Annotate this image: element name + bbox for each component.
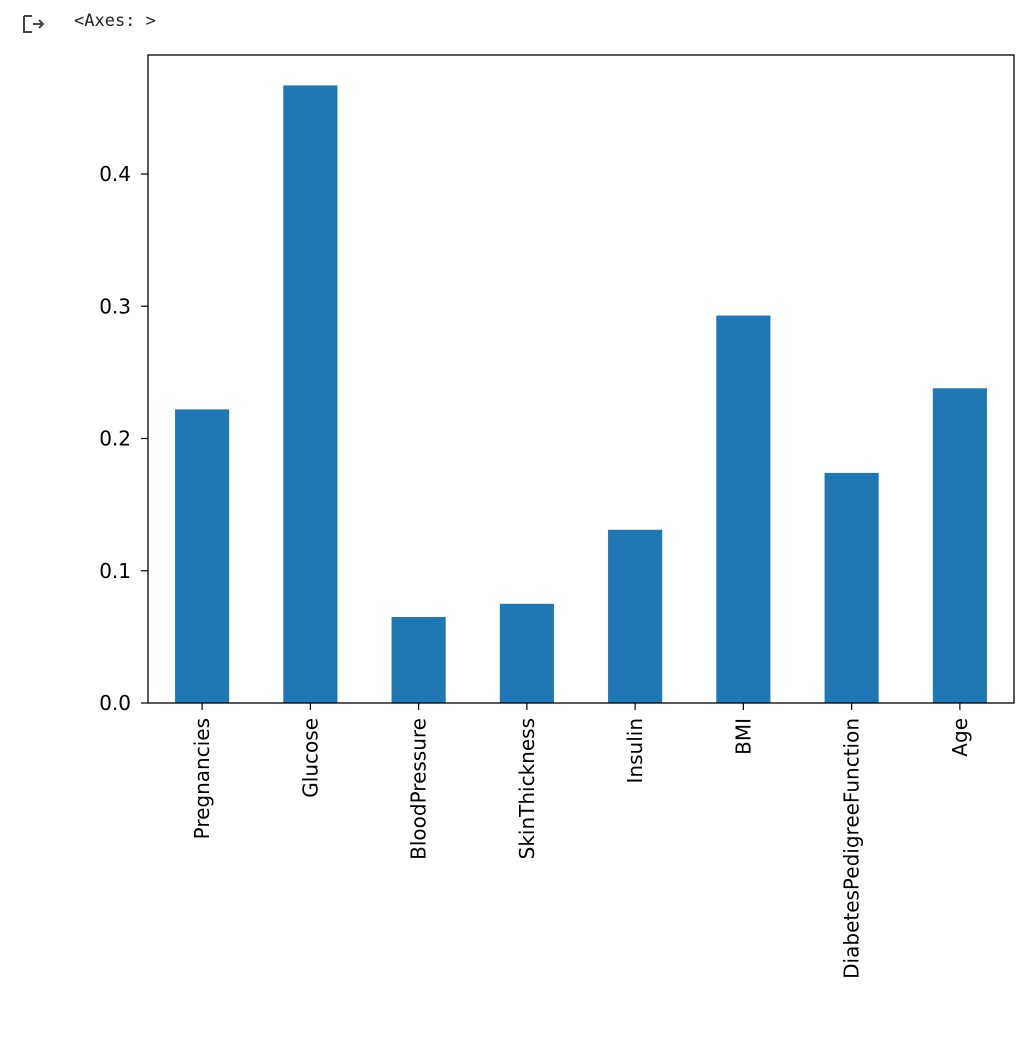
axes-frame <box>147 54 1015 704</box>
y-tick-label: 0.1 <box>99 559 131 583</box>
bar-diabetespedigreefunction <box>824 472 879 703</box>
y-axis: 0.0 0.1 0.2 0.3 0.4 <box>99 162 148 715</box>
y-tick-label: 0.0 <box>99 691 131 715</box>
y-tick-label: 0.4 <box>99 162 131 186</box>
x-tick-label: Glucose <box>298 718 322 798</box>
x-tick-label: BloodPressure <box>407 718 431 860</box>
x-tick-label: Insulin <box>623 718 647 783</box>
output-text: <Axes: > <box>74 11 156 31</box>
x-tick-label: SkinThickness <box>515 718 539 859</box>
x-tick-label: Pregnancies <box>190 718 214 839</box>
x-tick-label: BMI <box>731 718 755 755</box>
plot-area <box>148 55 1014 703</box>
output-arrow-icon[interactable] <box>22 13 48 35</box>
x-tick-label: Age <box>948 718 972 757</box>
bars-group <box>175 85 987 704</box>
bar-insulin <box>608 529 663 703</box>
y-tick-label: 0.3 <box>99 294 131 318</box>
bar-age <box>932 388 987 703</box>
bar-bmi <box>716 315 771 703</box>
cell-output-header: <Axes: > <box>0 0 1036 44</box>
bar-pregnancies <box>175 409 230 703</box>
bar-glucose <box>283 85 338 704</box>
y-tick-label: 0.2 <box>99 427 131 451</box>
x-axis: Pregnancies Glucose BloodPressure SkinThick… <box>190 703 972 979</box>
bar-skinthickness <box>499 603 554 703</box>
bar-bloodpressure <box>391 617 446 703</box>
x-tick-label: DiabetesPedigreeFunction <box>840 718 864 979</box>
